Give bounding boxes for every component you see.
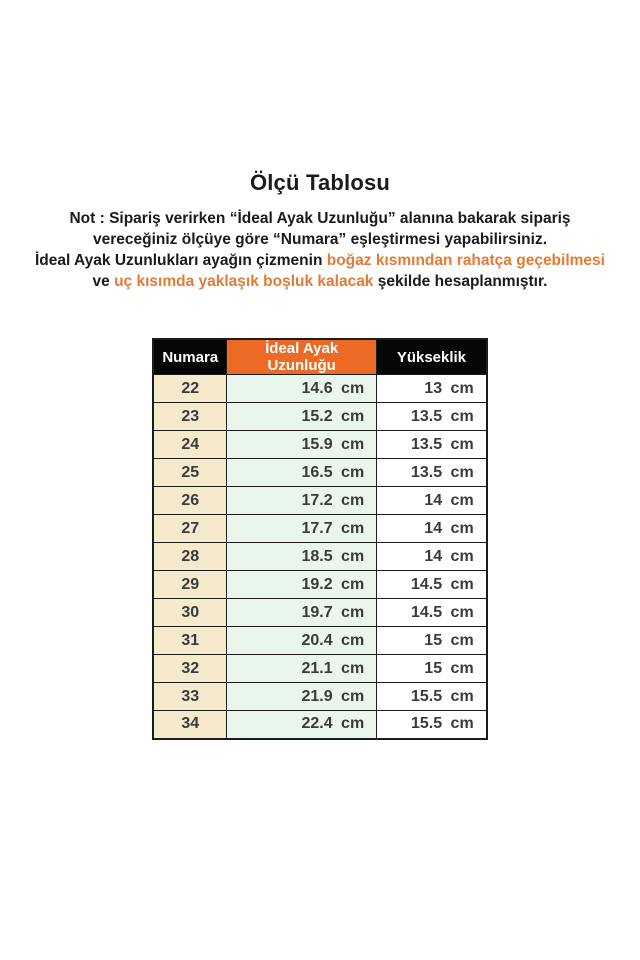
table-row: 33 21.9 cm 15.5 cm [152, 682, 488, 711]
cell-uzunluk: 14.6 cm [226, 374, 378, 403]
cell-yukseklik: 14 cm [376, 542, 488, 571]
header-ideal-ayak-uzunlugu: İdeal Ayak Uzunluğu [226, 338, 378, 375]
cell-uzunluk: 15.9 cm [226, 430, 378, 459]
cell-uzunluk: 22.4 cm [226, 710, 378, 739]
table-row: 25 16.5 cm 13.5 cm [152, 458, 488, 487]
cell-numara: 22 [152, 374, 228, 403]
cell-yukseklik: 15.5 cm [376, 682, 488, 711]
header-numara: Numara [152, 338, 228, 375]
cell-numara: 31 [152, 626, 228, 655]
cell-numara: 28 [152, 542, 228, 571]
note-line-4-highlight: uç kısımda yaklaşık boşluk kalacak [114, 273, 374, 290]
cell-yukseklik: 13.5 cm [376, 430, 488, 459]
size-chart-page: Ölçü Tablosu Not : Sipariş verirken “İde… [0, 170, 640, 740]
cell-yukseklik: 15 cm [376, 654, 488, 683]
cell-uzunluk: 19.2 cm [226, 570, 378, 599]
cell-numara: 34 [152, 710, 228, 739]
cell-uzunluk: 21.1 cm [226, 654, 378, 683]
note-line-1: Not : Sipariş verirken “İdeal Ayak Uzunl… [69, 210, 571, 227]
cell-uzunluk: 15.2 cm [226, 402, 378, 431]
cell-numara: 26 [152, 486, 228, 515]
table-row: 22 14.6 cm 13 cm [152, 374, 488, 403]
header-row: Numara İdeal Ayak Uzunluğu Yükseklik [152, 338, 488, 375]
page-title: Ölçü Tablosu [249, 170, 391, 195]
size-table-body: 22 14.6 cm 13 cm 23 15.2 cm 13.5 cm 24 1… [152, 374, 488, 739]
cell-yukseklik: 13.5 cm [376, 402, 488, 431]
cell-yukseklik: 15 cm [376, 626, 488, 655]
cell-uzunluk: 21.9 cm [226, 682, 378, 711]
table-row: 30 19.7 cm 14.5 cm [152, 598, 488, 627]
cell-uzunluk: 17.7 cm [226, 514, 378, 543]
size-table: Numara İdeal Ayak Uzunluğu Yükseklik 22 … [152, 338, 488, 740]
table-row: 23 15.2 cm 13.5 cm [152, 402, 488, 431]
table-row: 34 22.4 cm 15.5 cm [152, 710, 488, 739]
table-row: 29 19.2 cm 14.5 cm [152, 570, 488, 599]
cell-numara: 33 [152, 682, 228, 711]
cell-yukseklik: 13.5 cm [376, 458, 488, 487]
note-line-2: vereceğiniz ölçüye göre “Numara” eşleşti… [93, 231, 547, 248]
cell-yukseklik: 15.5 cm [376, 710, 488, 739]
cell-uzunluk: 17.2 cm [226, 486, 378, 515]
header-yukseklik: Yükseklik [376, 338, 488, 375]
table-row: 27 17.7 cm 14 cm [152, 514, 488, 543]
cell-yukseklik: 13 cm [376, 374, 488, 403]
cell-numara: 25 [152, 458, 228, 487]
cell-uzunluk: 20.4 cm [226, 626, 378, 655]
cell-uzunluk: 19.7 cm [226, 598, 378, 627]
note-line-3-black: İdeal Ayak Uzunlukları ayağın çizmenin [35, 252, 327, 269]
table-row: 28 18.5 cm 14 cm [152, 542, 488, 571]
note-line-4-black: ve [92, 273, 115, 290]
cell-uzunluk: 18.5 cm [226, 542, 378, 571]
cell-numara: 27 [152, 514, 228, 543]
note-line-4-black-end: şekilde hesaplanmıştır. [373, 273, 548, 290]
size-table-header: Numara İdeal Ayak Uzunluğu Yükseklik [152, 338, 488, 375]
cell-yukseklik: 14.5 cm [376, 598, 488, 627]
note-line-3-highlight: boğaz kısmından rahatça geçebilmesi [326, 252, 605, 269]
cell-numara: 30 [152, 598, 228, 627]
note-paragraph: Not : Sipariş verirken “İdeal Ayak Uzunl… [0, 208, 640, 292]
cell-yukseklik: 14.5 cm [376, 570, 488, 599]
cell-uzunluk: 16.5 cm [226, 458, 378, 487]
cell-yukseklik: 14 cm [376, 514, 488, 543]
cell-numara: 29 [152, 570, 228, 599]
table-row: 31 20.4 cm 15 cm [152, 626, 488, 655]
cell-yukseklik: 14 cm [376, 486, 488, 515]
table-row: 26 17.2 cm 14 cm [152, 486, 488, 515]
cell-numara: 24 [152, 430, 228, 459]
table-row: 32 21.1 cm 15 cm [152, 654, 488, 683]
cell-numara: 32 [152, 654, 228, 683]
cell-numara: 23 [152, 402, 228, 431]
table-row: 24 15.9 cm 13.5 cm [152, 430, 488, 459]
